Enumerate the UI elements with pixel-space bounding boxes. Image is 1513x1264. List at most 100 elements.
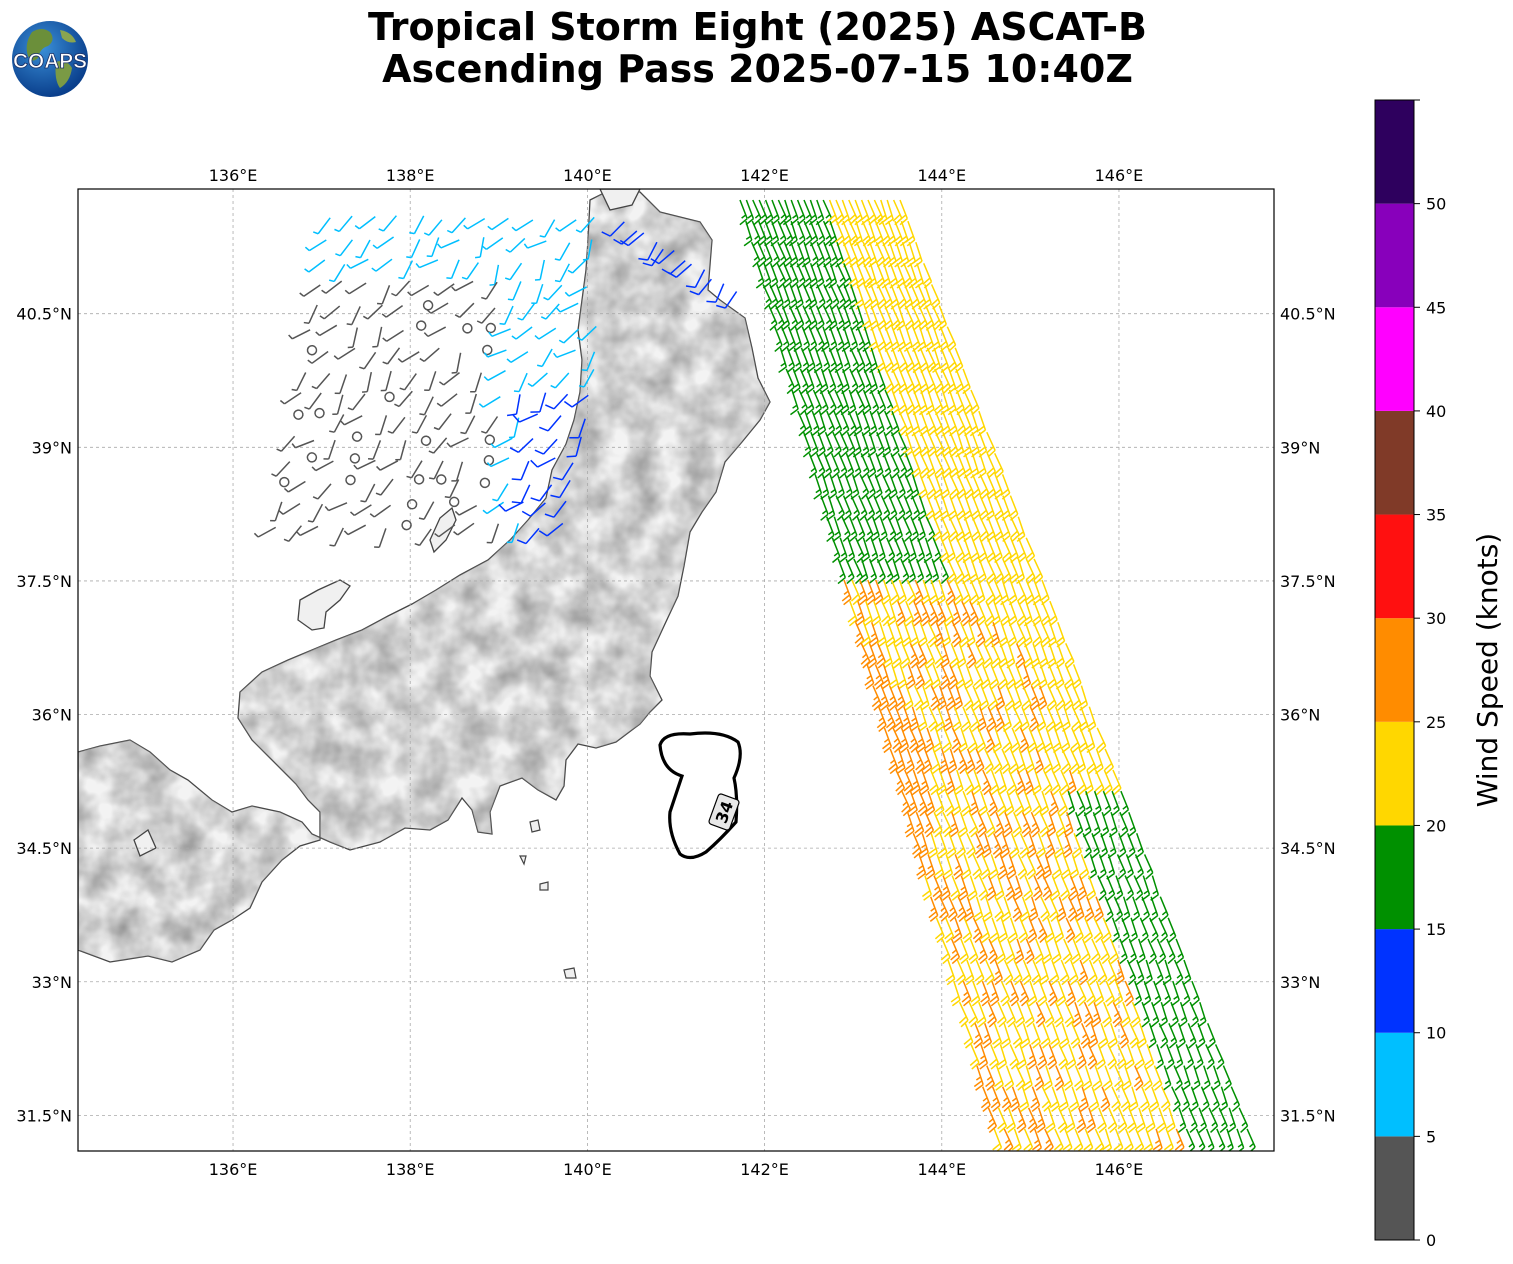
wind-barb — [1060, 706, 1071, 732]
wind-barb — [996, 790, 1007, 817]
wind-barb — [973, 664, 984, 690]
wind-barb — [619, 232, 645, 247]
wind-barb — [534, 259, 546, 281]
wind-barb — [361, 371, 373, 393]
wind-barb — [1047, 1044, 1058, 1070]
wind-barb — [976, 410, 987, 437]
wind-barb — [1094, 769, 1105, 796]
wind-barb — [486, 457, 510, 468]
wind-barb — [1102, 1065, 1113, 1091]
wind-barb — [1120, 1086, 1131, 1112]
wind-barb — [913, 579, 924, 606]
wind-barb — [967, 875, 978, 901]
wind-barb — [462, 323, 473, 334]
wind-barb — [910, 516, 919, 542]
wind-barb — [409, 215, 425, 235]
wind-barb — [918, 833, 929, 859]
wind-barb — [1056, 980, 1067, 1007]
wind-barb — [946, 833, 957, 859]
wind-barb — [939, 896, 949, 922]
y-tick-label-left: 36°N — [32, 706, 72, 725]
wind-barb — [1219, 1086, 1229, 1112]
wind-barb — [1025, 558, 1036, 585]
wind-barb — [873, 495, 883, 521]
wind-barb — [1001, 1086, 1012, 1112]
wind-barb — [755, 263, 765, 289]
wind-barb — [964, 769, 975, 796]
wind-barb — [1021, 959, 1032, 986]
coaps-logo: COAPS — [12, 21, 88, 97]
wind-barb — [915, 558, 925, 585]
wind-barb — [928, 896, 939, 922]
wind-barb — [1000, 600, 1011, 627]
wind-barb — [1105, 980, 1115, 1007]
wind-barb — [476, 307, 496, 324]
wind-barb — [1007, 769, 1018, 796]
wind-barb — [976, 453, 987, 479]
wind-barb — [509, 438, 534, 453]
wind-barb — [1084, 896, 1095, 922]
wind-barb — [1021, 811, 1032, 838]
wind-barb — [974, 959, 985, 986]
wind-barb — [550, 480, 571, 499]
wind-barb — [1158, 1022, 1169, 1049]
wind-barb — [1058, 790, 1068, 817]
wind-barb — [490, 437, 513, 449]
wind-barb — [887, 685, 898, 711]
wind-barb — [304, 392, 322, 410]
wind-barb — [988, 938, 998, 965]
wind-barb — [1026, 833, 1037, 859]
wind-barb — [488, 328, 511, 338]
wind-barb — [311, 373, 331, 390]
wind-barb — [507, 281, 522, 301]
wind-barb — [802, 431, 812, 458]
wind-barb — [423, 326, 447, 338]
wind-barb — [1049, 1086, 1060, 1112]
y-tick-label-left: 33°N — [32, 973, 72, 992]
wind-barb — [1098, 854, 1107, 880]
wind-barb — [938, 748, 949, 775]
wind-barb — [940, 938, 951, 965]
wind-barb — [910, 769, 921, 796]
wind-barb — [1088, 1023, 1099, 1049]
wind-barb — [936, 769, 947, 796]
wind-barb — [1191, 1065, 1201, 1091]
wind-barb — [835, 495, 846, 521]
wind-barb — [988, 790, 998, 817]
wind-barb — [1113, 896, 1124, 922]
wind-barb — [1087, 959, 1098, 986]
wind-barb — [1060, 875, 1071, 901]
wind-barb — [576, 325, 597, 341]
wind-barb — [511, 460, 530, 481]
wind-barb — [1035, 1001, 1046, 1028]
wind-barb — [853, 558, 864, 585]
wind-barb — [801, 326, 811, 352]
x-tick-label-bottom: 138°E — [386, 1160, 435, 1179]
wind-barb — [982, 1023, 993, 1049]
wind-barb — [968, 1001, 979, 1028]
wind-barb — [1166, 938, 1176, 965]
wind-barb — [1006, 1001, 1017, 1028]
wind-barb — [868, 558, 878, 585]
wind-barb — [896, 664, 907, 690]
wind-barb — [575, 216, 595, 233]
wind-barb — [1028, 896, 1039, 922]
wind-barb — [932, 727, 943, 754]
wind-barb — [1054, 917, 1065, 944]
wind-barb — [816, 284, 826, 310]
wind-barb — [270, 501, 283, 522]
wind-barb — [868, 326, 879, 352]
wind-barb — [857, 579, 868, 606]
colorbar-tick-label: 30 — [1426, 609, 1446, 628]
wind-barb — [1021, 685, 1032, 711]
wind-barb — [835, 241, 844, 268]
wind-barb — [1085, 727, 1096, 754]
wind-barb — [961, 431, 972, 458]
wind-barb — [1149, 896, 1159, 922]
wind-barb — [841, 326, 851, 352]
wind-barb — [1037, 1044, 1048, 1070]
wind-barb — [888, 495, 898, 521]
wind-barb — [1063, 1065, 1074, 1091]
wind-barb — [312, 217, 331, 235]
wind-barb — [1181, 980, 1191, 1007]
